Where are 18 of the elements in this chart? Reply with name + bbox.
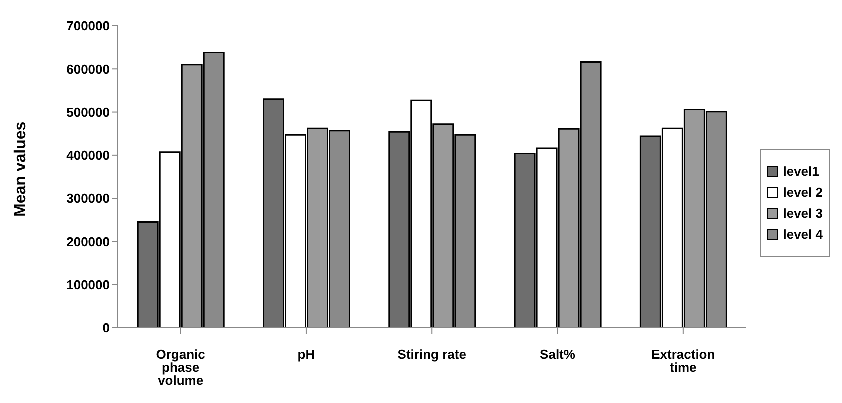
y-tick-label: 600000 <box>66 62 110 77</box>
x-tick-label: Salt% <box>540 347 576 362</box>
x-tick-label: Extraction time <box>652 347 716 376</box>
y-tick-label: 200000 <box>66 234 110 250</box>
y-tick-label: 500000 <box>66 104 110 120</box>
y-axis-title: Mean values <box>12 122 30 217</box>
legend-label: level 2 <box>783 185 823 200</box>
y-tick-label: 100000 <box>66 277 110 292</box>
y-tick-label: 400000 <box>66 148 110 164</box>
legend-label: level 4 <box>783 227 823 242</box>
legend-label: level1 <box>783 164 820 179</box>
legend-label: level 3 <box>783 206 823 221</box>
y-tick-label: 700000 <box>66 18 110 34</box>
x-tick-label: pH <box>298 347 316 362</box>
y-tick-label: 0 <box>102 320 110 336</box>
x-tick-label: Stiring rate <box>398 347 466 362</box>
y-tick-label: 300000 <box>66 191 110 206</box>
x-tick-label: Organic phase volume <box>156 347 206 388</box>
